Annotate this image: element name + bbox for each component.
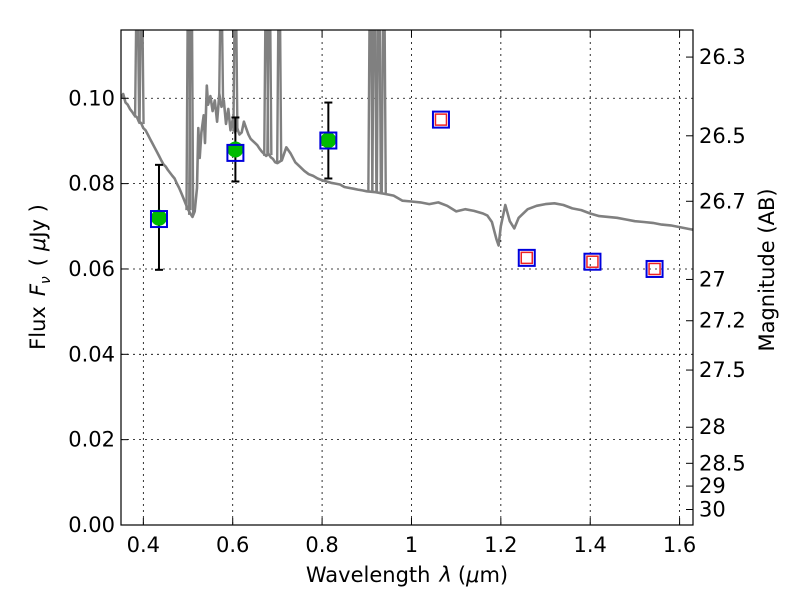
emission-line-spike xyxy=(275,30,283,162)
emission-line-spike xyxy=(367,30,374,192)
axes-frame xyxy=(120,29,694,526)
emission-line-spike xyxy=(375,30,383,193)
model-flux-inner-square xyxy=(434,113,448,126)
mag-tick-label: 26.7 xyxy=(699,189,746,213)
observed-flux-point xyxy=(227,141,244,158)
model-flux-square xyxy=(149,210,168,229)
x-axis-title: Wavelength λ (μm) xyxy=(306,563,508,587)
model-flux-square xyxy=(645,259,664,278)
observed-flux-point xyxy=(150,209,167,226)
markers xyxy=(149,110,664,278)
model-flux-inner-square xyxy=(520,251,534,265)
model-spectrum-layer xyxy=(121,30,693,247)
mag-tick-label: 27 xyxy=(699,267,726,291)
model-flux-inner-square xyxy=(586,255,599,268)
model-flux-inner-square xyxy=(648,262,661,276)
emission-line-spike xyxy=(187,30,195,215)
mag-tick-label: 26.3 xyxy=(699,45,746,69)
model-flux-square xyxy=(319,131,338,150)
y-tick-label: 0.00 xyxy=(68,513,115,537)
x-tick-label: 1.4 xyxy=(574,533,607,557)
mag-tick-label: 28 xyxy=(699,415,726,439)
y-tick-label: 0.02 xyxy=(68,428,115,452)
mag-tick-label: 27.2 xyxy=(699,309,746,333)
x-tick-label: 0.4 xyxy=(127,533,160,557)
model-flux-square xyxy=(583,252,602,271)
model-spectrum-line xyxy=(121,84,693,247)
x-tick-label: 1 xyxy=(405,533,418,557)
x-tick-label: 0.8 xyxy=(305,533,338,557)
emission-line-spike xyxy=(380,30,387,194)
emission-line-spike xyxy=(217,30,225,105)
mag-tick-label: 30 xyxy=(699,498,726,522)
grid xyxy=(121,30,693,526)
y-tick-label: 0.08 xyxy=(68,172,115,196)
observed-flux-point xyxy=(320,132,337,149)
y2-axis-title: Magnitude (AB) xyxy=(755,188,779,351)
model-flux-square xyxy=(431,110,450,129)
mag-tick-label: 26.5 xyxy=(699,124,746,148)
model-flux-square xyxy=(517,248,536,267)
emission-line-spike xyxy=(133,30,141,118)
emission-line-spike xyxy=(232,30,239,132)
model-flux-square xyxy=(226,143,245,162)
y-tick-label: 0.04 xyxy=(68,342,115,366)
mag-tick-label: 27.5 xyxy=(699,358,746,382)
mag-tick-label: 29 xyxy=(699,474,726,498)
x-tick-label: 1.2 xyxy=(484,533,517,557)
y-axis-title: FluxFν(μJy ) xyxy=(26,204,54,350)
ticks: 0.4 0.6 0.8 1 1.2 1.4 1.6 0.00 0.02 0.04 0.06 0.08 0… xyxy=(68,30,746,557)
y-tick-label: 0.06 xyxy=(68,257,115,281)
y-tick-label: 0.10 xyxy=(68,86,115,110)
x-tick-label: 1.6 xyxy=(663,533,696,557)
emission-line-spike xyxy=(266,30,273,156)
mag-tick-label: 28.5 xyxy=(699,451,746,475)
x-tick-label: 0.6 xyxy=(216,533,249,557)
emission-line-spike xyxy=(371,30,378,193)
emission-line-spike xyxy=(138,30,145,125)
